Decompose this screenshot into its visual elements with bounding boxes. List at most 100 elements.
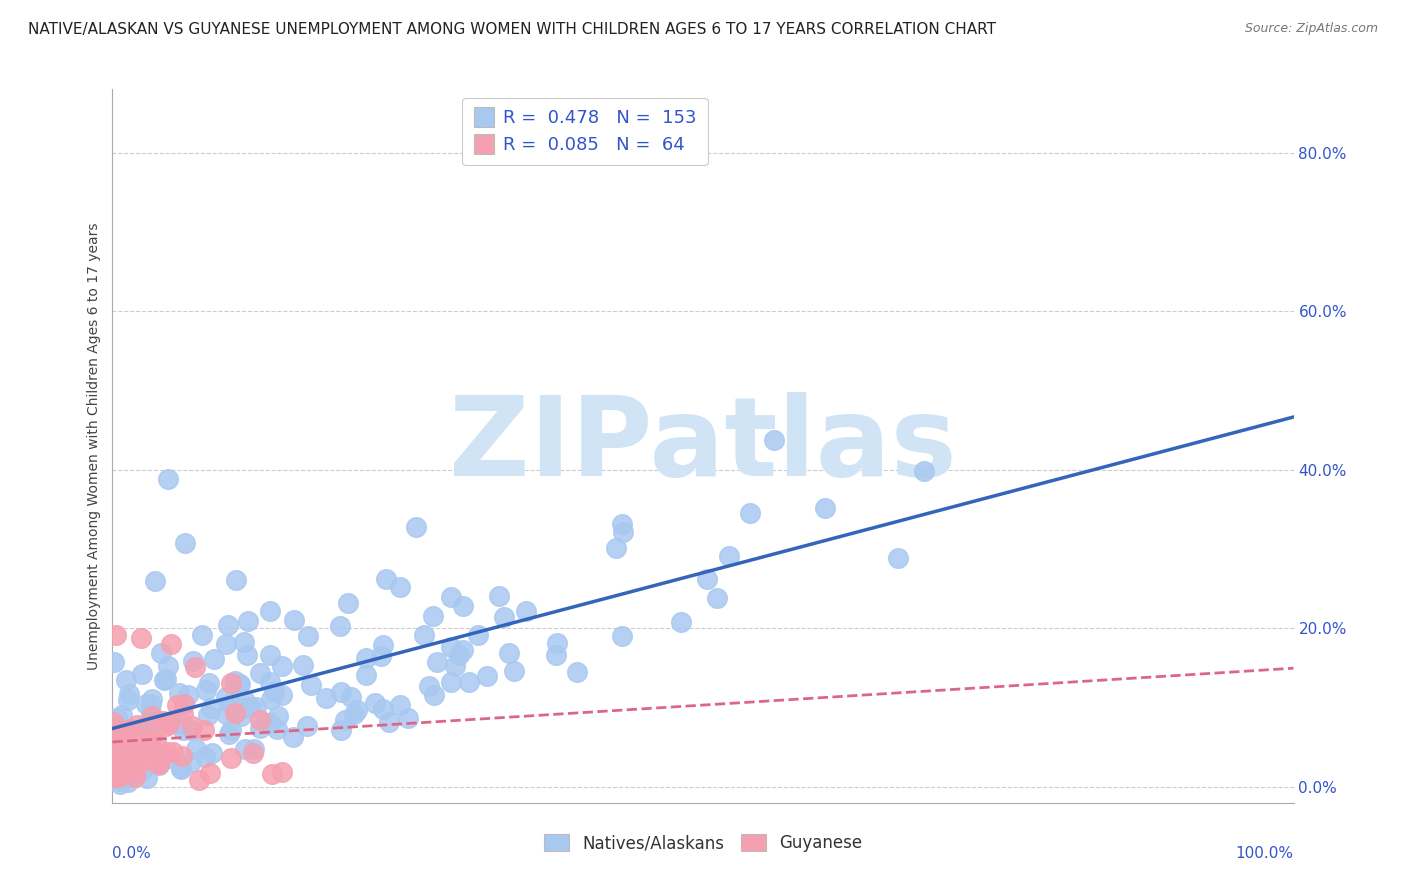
Point xyxy=(135,697,157,711)
Point xyxy=(259,716,281,731)
Y-axis label: Unemployment Among Women with Children Ages 6 to 17 years: Unemployment Among Women with Children A… xyxy=(87,222,101,670)
Point xyxy=(271,658,294,673)
Point xyxy=(155,672,177,686)
Point xyxy=(259,692,281,706)
Point xyxy=(141,745,163,759)
Point xyxy=(180,719,202,733)
Point xyxy=(149,748,172,763)
Point xyxy=(117,693,139,707)
Point xyxy=(412,628,434,642)
Point xyxy=(170,717,193,731)
Point xyxy=(515,604,537,618)
Point xyxy=(388,580,411,594)
Point xyxy=(145,734,167,748)
Point xyxy=(354,668,377,682)
Point xyxy=(738,506,761,520)
Point xyxy=(103,721,125,735)
Point xyxy=(200,701,222,715)
Point xyxy=(114,770,136,784)
Point xyxy=(498,646,520,660)
Point xyxy=(197,707,219,722)
Point xyxy=(148,757,170,772)
Point xyxy=(233,741,256,756)
Point xyxy=(492,609,515,624)
Point xyxy=(111,707,134,722)
Point xyxy=(103,763,125,777)
Point xyxy=(120,753,142,767)
Point xyxy=(101,715,124,730)
Point xyxy=(103,745,125,759)
Point xyxy=(146,756,169,770)
Point xyxy=(283,731,305,745)
Point xyxy=(215,637,238,651)
Point xyxy=(422,609,444,624)
Point xyxy=(104,770,127,784)
Point xyxy=(266,723,288,737)
Point xyxy=(160,637,183,651)
Point xyxy=(124,770,146,784)
Point xyxy=(354,650,377,665)
Point xyxy=(139,730,162,744)
Text: NATIVE/ALASKAN VS GUYANESE UNEMPLOYMENT AMONG WOMEN WITH CHILDREN AGES 6 TO 17 Y: NATIVE/ALASKAN VS GUYANESE UNEMPLOYMENT … xyxy=(28,22,995,37)
Point xyxy=(229,709,252,723)
Point xyxy=(370,649,392,664)
Point xyxy=(249,713,271,727)
Text: Source: ZipAtlas.com: Source: ZipAtlas.com xyxy=(1244,22,1378,36)
Point xyxy=(219,675,242,690)
Point xyxy=(172,706,194,721)
Point xyxy=(200,765,222,780)
Point xyxy=(315,691,337,706)
Point xyxy=(120,723,142,737)
Point xyxy=(217,618,239,632)
Point xyxy=(114,731,136,746)
Point xyxy=(118,760,141,774)
Point xyxy=(131,756,153,770)
Point xyxy=(132,747,155,761)
Point xyxy=(238,614,260,628)
Point xyxy=(132,740,155,755)
Point xyxy=(605,541,627,555)
Legend: Natives/Alaskans, Guyanese: Natives/Alaskans, Guyanese xyxy=(537,827,869,859)
Point xyxy=(204,651,226,665)
Point xyxy=(225,573,247,587)
Point xyxy=(425,655,447,669)
Point xyxy=(457,675,479,690)
Point xyxy=(374,572,396,586)
Point xyxy=(188,773,211,788)
Point xyxy=(172,723,194,738)
Point xyxy=(565,665,588,680)
Point xyxy=(239,701,262,715)
Point xyxy=(155,719,177,733)
Point xyxy=(121,731,143,745)
Point xyxy=(108,773,131,788)
Point xyxy=(193,723,215,737)
Point xyxy=(301,678,323,692)
Point xyxy=(184,742,207,756)
Point xyxy=(101,723,124,737)
Point xyxy=(389,698,412,713)
Point xyxy=(706,591,728,606)
Point xyxy=(115,751,138,765)
Point xyxy=(169,762,191,776)
Point xyxy=(336,596,359,610)
Point xyxy=(110,731,132,746)
Point xyxy=(108,777,131,791)
Point xyxy=(135,737,157,751)
Point xyxy=(152,673,174,688)
Point xyxy=(180,723,202,737)
Point xyxy=(108,770,131,784)
Point xyxy=(219,723,242,737)
Point xyxy=(194,750,217,764)
Point xyxy=(150,646,173,660)
Point xyxy=(131,667,153,681)
Point xyxy=(117,775,139,789)
Point xyxy=(259,674,281,689)
Point xyxy=(343,707,366,722)
Point xyxy=(215,690,238,704)
Point xyxy=(125,717,148,731)
Point xyxy=(167,686,190,700)
Point xyxy=(224,706,246,720)
Point xyxy=(115,749,138,764)
Point xyxy=(259,648,281,663)
Point xyxy=(235,648,257,662)
